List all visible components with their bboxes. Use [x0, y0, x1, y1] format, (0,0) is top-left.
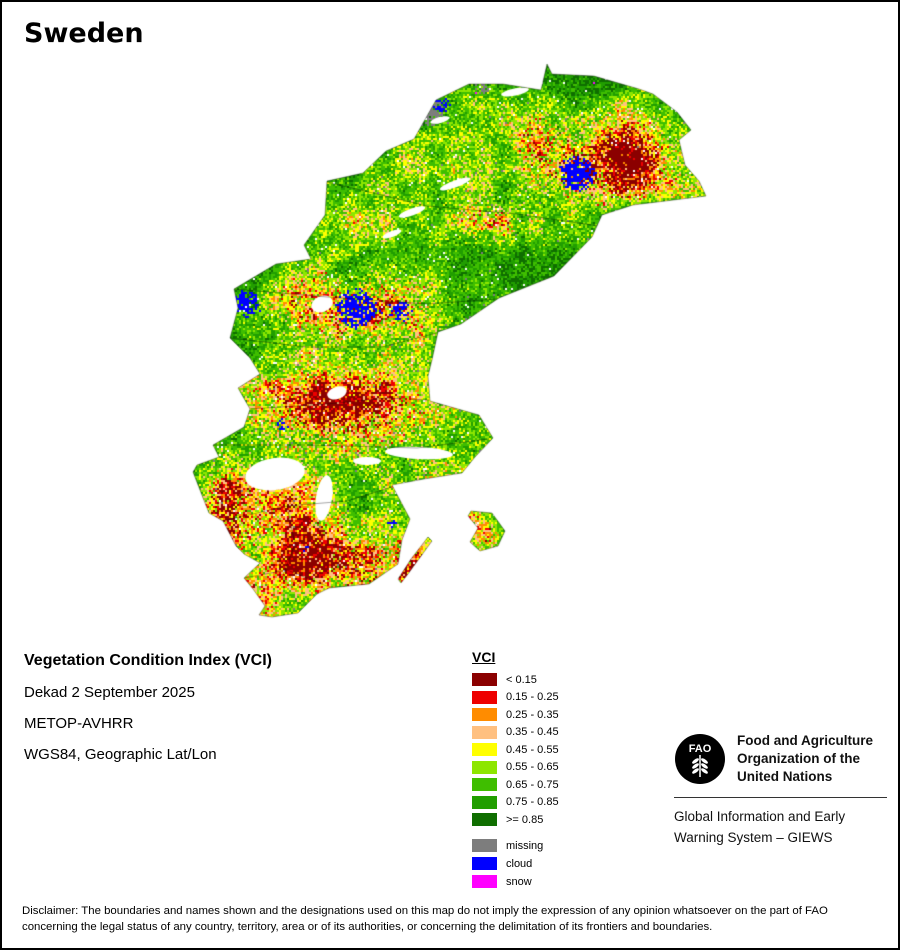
vci-index-heading: Vegetation Condition Index (VCI): [24, 652, 272, 669]
legend-row: 0.35 - 0.45: [472, 725, 559, 739]
legend-label: missing: [506, 839, 544, 852]
legend-swatch: [472, 875, 497, 888]
projection-name: WGS84, Geographic Lat/Lon: [24, 746, 217, 763]
legend-row: snow: [472, 875, 559, 888]
legend-swatch: [472, 725, 497, 739]
legend-title: VCI: [472, 649, 496, 665]
legend-row: cloud: [472, 857, 559, 870]
fao-attribution: FAO Food and Agriculture Organization of…: [674, 732, 887, 848]
legend-label: 0.15 - 0.25: [506, 691, 559, 703]
legend-row: 0.55 - 0.65: [472, 760, 559, 774]
legend-swatch: [472, 857, 497, 870]
legend-swatch: [472, 760, 497, 774]
fao-row: FAO Food and Agriculture Organization of…: [674, 732, 887, 785]
legend-row: 0.45 - 0.55: [472, 743, 559, 756]
legend-row: >= 0.85: [472, 813, 559, 826]
legend-swatch: [472, 743, 497, 756]
legend-swatch: [472, 690, 497, 704]
legend-label: 0.25 - 0.35: [506, 708, 559, 721]
sensor-name: METOP-AVHRR: [24, 715, 134, 732]
legend-row: 0.75 - 0.85: [472, 795, 559, 809]
legend-swatch: [472, 708, 497, 721]
legend-flags: missing cloud snow: [472, 839, 559, 888]
legend-label: >= 0.85: [506, 813, 544, 826]
giews-label: Global Information and Early Warning Sys…: [674, 809, 846, 845]
legend-swatch: [472, 839, 497, 852]
svg-text:FAO: FAO: [689, 743, 712, 755]
disclaimer-text: Disclaimer: The boundaries and names sho…: [22, 905, 828, 933]
fao-organization-name: Food and Agriculture Organization of the…: [737, 733, 873, 784]
legend-swatch: [472, 673, 497, 686]
legend-row: 0.25 - 0.35: [472, 708, 559, 721]
legend-swatch: [472, 795, 497, 809]
legend-row: 0.65 - 0.75: [472, 778, 559, 791]
legend-label: 0.65 - 0.75: [506, 778, 559, 791]
legend-row: 0.15 - 0.25: [472, 690, 559, 704]
sweden-vci-map-raster: [187, 54, 727, 634]
legend-label: cloud: [506, 857, 533, 870]
legend-label: < 0.15: [506, 673, 537, 686]
legend-label: 0.45 - 0.55: [506, 743, 559, 756]
fao-logo: FAO: [675, 733, 725, 784]
legend-label: 0.35 - 0.45: [506, 726, 559, 738]
dekad-date: Dekad 2 September 2025: [24, 684, 195, 701]
divider-line: [674, 797, 887, 799]
legend-label: snow: [506, 875, 532, 888]
legend-label: 0.55 - 0.65: [506, 761, 559, 773]
page-title: Sweden: [24, 18, 144, 49]
legend-swatch: [472, 778, 497, 791]
legend-label: 0.75 - 0.85: [506, 796, 559, 808]
legend-row: missing: [472, 839, 559, 852]
legend-swatch: [472, 813, 497, 826]
vci-legend: VCI < 0.15 0.15 - 0.25 0.25 - 0.35 0.35 …: [472, 649, 559, 893]
map-info-block: Vegetation Condition Index (VCI) Dekad 2…: [24, 652, 272, 777]
legend-row: < 0.15: [472, 673, 559, 686]
